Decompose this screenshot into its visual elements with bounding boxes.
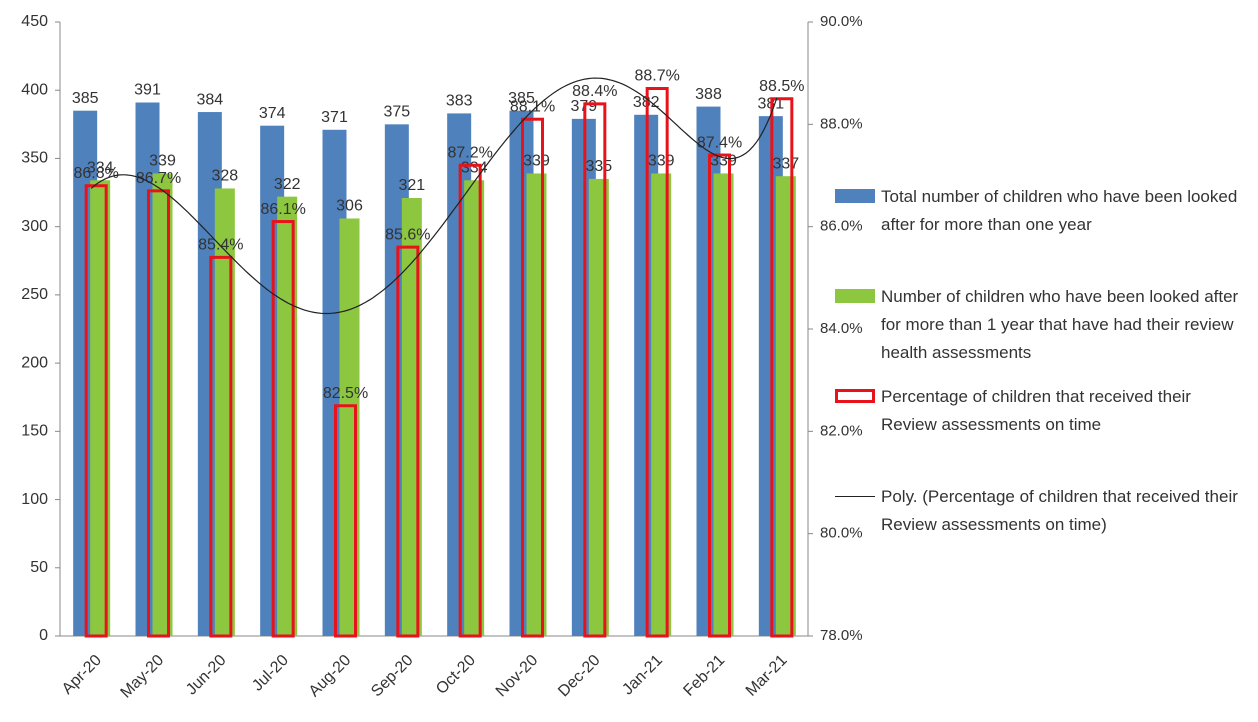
legend-item: Poly. (Percentage of children that recei… [835, 483, 1255, 539]
value-label: 375 [383, 104, 410, 121]
x-tick-label: Dec-20 [555, 652, 604, 701]
y-tick-label: 150 [21, 423, 48, 440]
bar [521, 117, 544, 638]
value-label: 86.8% [73, 165, 118, 182]
x-tick-label: Oct-20 [433, 652, 479, 698]
value-label: 322 [274, 176, 301, 193]
x-tick-label: Apr-20 [59, 652, 105, 698]
value-label: 334 [87, 159, 114, 176]
value-label: 88.4% [572, 83, 617, 100]
y-tick-label: 450 [21, 13, 48, 30]
value-label: 385 [508, 90, 535, 107]
value-label: 321 [398, 177, 425, 194]
value-label: 87.4% [697, 134, 742, 151]
y-tick-label: 200 [21, 354, 48, 371]
legend-label: Number of children who have been looked … [881, 287, 1239, 362]
value-label: 384 [196, 91, 223, 108]
x-tick-label: Aug-20 [306, 652, 355, 701]
legend-label: Total number of children who have been l… [881, 187, 1238, 234]
bar [583, 102, 607, 638]
y-tick-label: 350 [21, 150, 48, 167]
value-label: 88.7% [634, 68, 679, 85]
y-tick-label: 300 [21, 218, 48, 235]
y-tick-label: 0 [39, 627, 48, 644]
legend-label: Poly. (Percentage of children that recei… [881, 487, 1238, 534]
bar [271, 220, 295, 638]
trendline [90, 77, 778, 315]
legend-item: Number of children who have been looked … [835, 283, 1255, 367]
legend-swatch [835, 389, 875, 403]
bar [209, 255, 233, 638]
value-label: 388 [695, 86, 722, 103]
value-label: 374 [259, 105, 286, 122]
bar [147, 189, 170, 638]
value-label: 339 [149, 153, 176, 170]
value-label: 335 [585, 158, 612, 175]
value-label: 306 [336, 198, 363, 215]
bar [396, 245, 420, 638]
value-label: 85.4% [198, 237, 243, 254]
y2-tick-label: 84.0% [820, 320, 863, 337]
y2-tick-label: 88.0% [820, 115, 863, 132]
value-label: 86.7% [136, 170, 181, 187]
value-label: 85.6% [385, 226, 430, 243]
bar [770, 97, 794, 638]
value-label: 391 [134, 82, 161, 99]
value-label: 86.1% [260, 201, 305, 218]
bar [708, 153, 731, 638]
legend-swatch [835, 289, 875, 303]
bar [334, 404, 357, 638]
value-label: 339 [648, 153, 675, 170]
value-label: 337 [772, 155, 799, 172]
x-tick-label: May-20 [118, 652, 168, 702]
y2-tick-label: 90.0% [820, 13, 863, 30]
value-label: 82.5% [323, 385, 368, 402]
y-tick-label: 100 [21, 491, 48, 508]
x-tick-label: Nov-20 [493, 652, 542, 701]
x-tick-label: Jun-20 [183, 652, 230, 699]
y-tick-label: 50 [30, 559, 48, 576]
value-label: 371 [321, 109, 348, 126]
value-label: 88.5% [759, 78, 804, 95]
value-label: 383 [446, 93, 473, 110]
value-label: 334 [461, 159, 488, 176]
value-label: 385 [72, 90, 99, 107]
legend-item: Percentage of children that received the… [835, 383, 1255, 439]
x-tick-label: Feb-21 [680, 652, 728, 700]
y-tick-label: 250 [21, 286, 48, 303]
bar [458, 163, 482, 638]
x-tick-label: Mar-21 [743, 652, 791, 700]
x-tick-label: Sep-20 [368, 652, 417, 701]
legend-swatch [835, 189, 875, 203]
legend-label: Percentage of children that received the… [881, 387, 1191, 434]
value-label: 328 [211, 168, 238, 185]
value-label: 87.2% [447, 144, 492, 161]
value-label: 339 [523, 153, 550, 170]
y-tick-label: 400 [21, 81, 48, 98]
bar [84, 184, 108, 638]
legend-item: Total number of children who have been l… [835, 183, 1255, 239]
y2-tick-label: 80.0% [820, 525, 863, 542]
y2-tick-label: 82.0% [820, 422, 863, 439]
value-label: 88.1% [510, 98, 555, 115]
bar [645, 87, 669, 638]
legend-swatch [835, 496, 875, 497]
x-tick-label: Jan-21 [619, 652, 666, 699]
y2-tick-label: 86.0% [820, 218, 863, 235]
y2-tick-label: 78.0% [820, 627, 863, 644]
x-tick-label: Jul-20 [249, 652, 292, 695]
